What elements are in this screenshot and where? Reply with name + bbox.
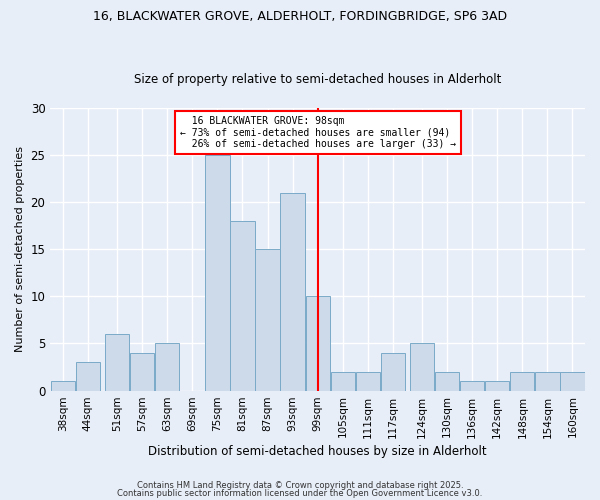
Title: Size of property relative to semi-detached houses in Alderholt: Size of property relative to semi-detach… <box>134 73 502 86</box>
Bar <box>460 381 484 390</box>
Bar <box>560 372 584 390</box>
Bar <box>356 372 380 390</box>
Bar <box>230 221 254 390</box>
Text: 16, BLACKWATER GROVE, ALDERHOLT, FORDINGBRIDGE, SP6 3AD: 16, BLACKWATER GROVE, ALDERHOLT, FORDING… <box>93 10 507 23</box>
Bar <box>105 334 129 390</box>
Bar <box>485 381 509 390</box>
Bar <box>410 344 434 390</box>
Bar <box>76 362 100 390</box>
Bar <box>435 372 459 390</box>
Bar <box>256 250 280 390</box>
Text: Contains public sector information licensed under the Open Government Licence v3: Contains public sector information licen… <box>118 488 482 498</box>
Bar <box>51 381 75 390</box>
Bar <box>305 296 330 390</box>
Bar <box>205 155 230 390</box>
Text: 16 BLACKWATER GROVE: 98sqm
← 73% of semi-detached houses are smaller (94)
  26% : 16 BLACKWATER GROVE: 98sqm ← 73% of semi… <box>180 116 456 148</box>
Bar <box>155 344 179 390</box>
Bar <box>280 193 305 390</box>
Bar <box>535 372 560 390</box>
Text: Contains HM Land Registry data © Crown copyright and database right 2025.: Contains HM Land Registry data © Crown c… <box>137 481 463 490</box>
Y-axis label: Number of semi-detached properties: Number of semi-detached properties <box>15 146 25 352</box>
Bar <box>510 372 535 390</box>
Bar <box>381 353 405 391</box>
X-axis label: Distribution of semi-detached houses by size in Alderholt: Distribution of semi-detached houses by … <box>148 444 487 458</box>
Bar <box>331 372 355 390</box>
Bar <box>130 353 154 391</box>
